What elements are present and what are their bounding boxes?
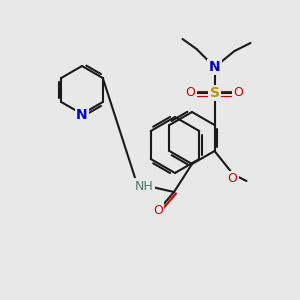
- Text: N: N: [209, 60, 220, 74]
- Text: S: S: [209, 86, 220, 100]
- Text: O: O: [153, 203, 163, 217]
- Text: NH: NH: [135, 179, 153, 193]
- Text: O: O: [186, 86, 196, 100]
- Text: O: O: [234, 86, 244, 100]
- Text: N: N: [76, 108, 88, 122]
- Text: O: O: [228, 172, 238, 185]
